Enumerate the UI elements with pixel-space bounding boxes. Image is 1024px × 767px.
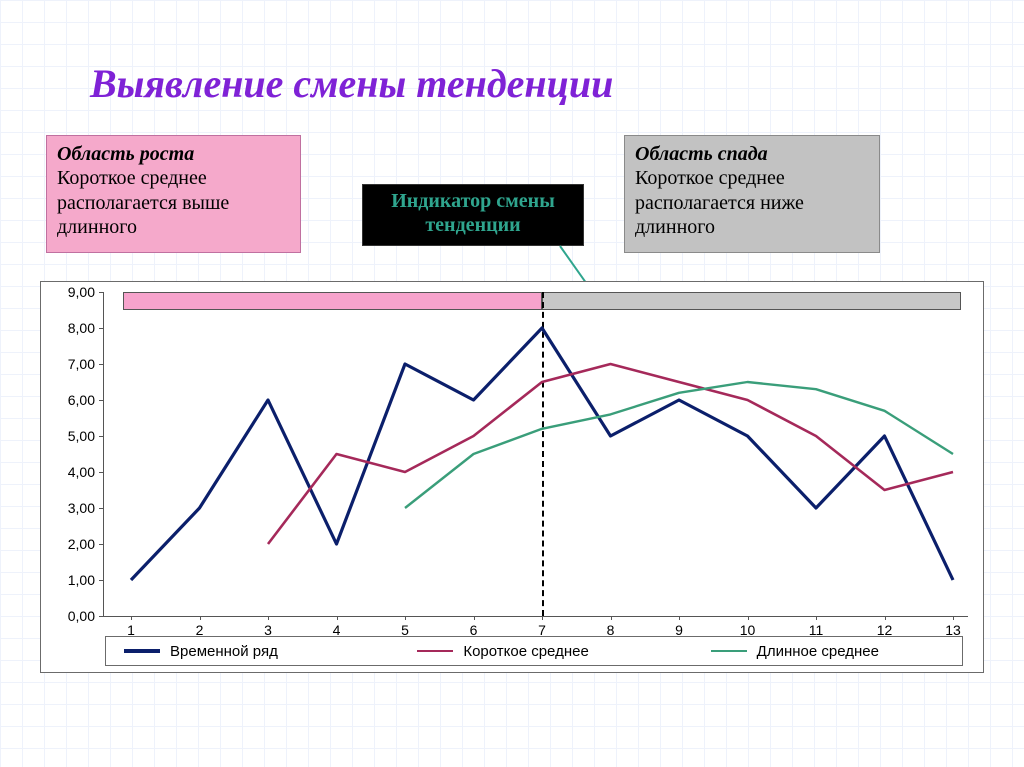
legend-item: Короткое среднее: [417, 643, 650, 660]
ytick-label: 7,00: [47, 356, 95, 372]
xtick-mark: [268, 616, 269, 620]
legend-label: Короткое среднее: [463, 643, 588, 660]
growth-body: Короткое среднее располагается выше длин…: [57, 167, 229, 238]
indicator-box: Индикатор смены тенденции: [362, 184, 584, 246]
xtick-mark: [337, 616, 338, 620]
legend-swatch: [124, 649, 160, 652]
decline-heading: Область спада: [635, 143, 768, 165]
ytick-label: 5,00: [47, 428, 95, 444]
ytick-label: 8,00: [47, 320, 95, 336]
xtick-mark: [200, 616, 201, 620]
legend-item: Временной ряд: [124, 643, 357, 660]
xtick-mark: [885, 616, 886, 620]
xtick-mark: [953, 616, 954, 620]
xtick-mark: [679, 616, 680, 620]
xtick-mark: [405, 616, 406, 620]
decline-body: Короткое среднее располагается ниже длин…: [635, 167, 804, 238]
xtick-mark: [474, 616, 475, 620]
ytick-label: 4,00: [47, 464, 95, 480]
xtick-mark: [611, 616, 612, 620]
growth-heading: Область роста: [57, 143, 194, 165]
growth-box: Область роста Короткое среднее располага…: [46, 135, 301, 253]
ytick-label: 1,00: [47, 572, 95, 588]
legend-item: Длинное среднее: [711, 643, 944, 660]
xtick-mark: [748, 616, 749, 620]
decline-box: Область спада Короткое среднее располага…: [624, 135, 880, 253]
legend-swatch: [711, 650, 747, 652]
ytick-label: 9,00: [47, 284, 95, 300]
legend-label: Длинное среднее: [757, 643, 879, 660]
series-line: [131, 328, 953, 580]
legend-swatch: [417, 650, 453, 653]
slide-title: Выявление смены тенденции: [90, 60, 613, 107]
ytick-label: 3,00: [47, 500, 95, 516]
ytick-mark: [99, 616, 103, 617]
ytick-label: 2,00: [47, 536, 95, 552]
indicator-text: Индикатор смены тенденции: [373, 189, 573, 238]
ytick-label: 6,00: [47, 392, 95, 408]
series-lines: [103, 292, 967, 616]
legend: Временной ряд Короткое среднее Длинное сре…: [105, 636, 963, 666]
plot-area: 0,001,002,003,004,005,006,007,008,009,00…: [103, 292, 967, 616]
chart-frame: 0,00 1,00 2,00 3,00 4,00 5,00 6,00 7,00 8,00 9,00…: [40, 281, 984, 673]
legend-label: Временной ряд: [170, 643, 278, 660]
ytick-label: 0,00: [47, 608, 95, 624]
xtick-mark: [131, 616, 132, 620]
xtick-mark: [542, 616, 543, 620]
xtick-mark: [816, 616, 817, 620]
